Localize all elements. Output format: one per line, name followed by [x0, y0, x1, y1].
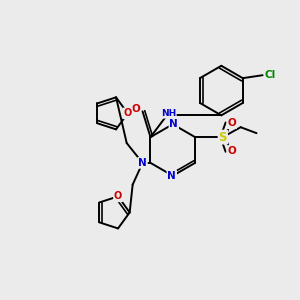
Text: N: N	[169, 119, 178, 129]
Text: O: O	[227, 146, 236, 156]
Text: N: N	[167, 171, 176, 181]
Text: Cl: Cl	[265, 70, 276, 80]
Text: O: O	[131, 104, 140, 114]
Text: O: O	[114, 191, 122, 201]
Text: O: O	[227, 118, 236, 128]
Text: O: O	[124, 108, 132, 118]
Text: N: N	[138, 158, 147, 168]
Text: NH: NH	[161, 109, 176, 118]
Text: S: S	[219, 130, 227, 144]
